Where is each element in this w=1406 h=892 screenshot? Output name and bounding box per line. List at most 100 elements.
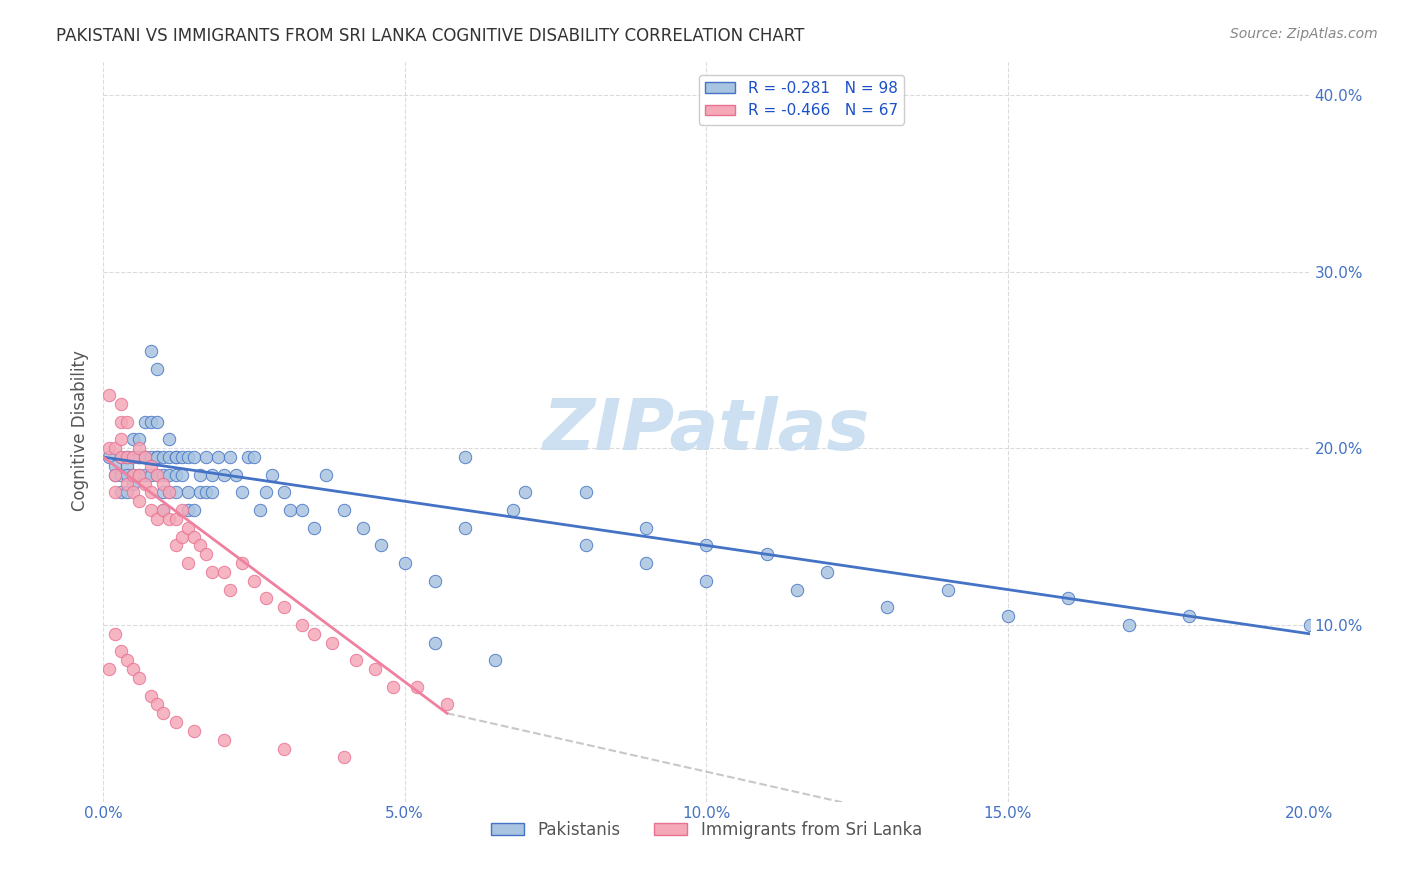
- Point: [104, 467, 127, 482]
- Point: [236, 450, 259, 464]
- Point: [117, 450, 139, 464]
- Point: [352, 521, 374, 535]
- Point: [260, 467, 283, 482]
- Text: Source: ZipAtlas.com: Source: ZipAtlas.com: [1230, 27, 1378, 41]
- Point: [815, 565, 838, 579]
- Point: [110, 450, 132, 464]
- Point: [194, 450, 217, 464]
- Point: [363, 662, 385, 676]
- Point: [146, 415, 169, 429]
- Point: [183, 503, 205, 517]
- Point: [176, 485, 198, 500]
- Point: [117, 485, 139, 500]
- Y-axis label: Cognitive Disability: Cognitive Disability: [72, 351, 89, 511]
- Point: [122, 433, 145, 447]
- Point: [128, 442, 150, 456]
- Point: [243, 574, 266, 588]
- Point: [128, 433, 150, 447]
- Point: [502, 503, 524, 517]
- Point: [1057, 591, 1080, 606]
- Point: [141, 458, 163, 473]
- Point: [176, 521, 198, 535]
- Point: [454, 521, 477, 535]
- Point: [117, 450, 139, 464]
- Point: [159, 450, 181, 464]
- Point: [146, 698, 169, 712]
- Point: [165, 450, 187, 464]
- Point: [170, 450, 193, 464]
- Point: [170, 467, 193, 482]
- Point: [104, 458, 127, 473]
- Point: [128, 450, 150, 464]
- Text: PAKISTANI VS IMMIGRANTS FROM SRI LANKA COGNITIVE DISABILITY CORRELATION CHART: PAKISTANI VS IMMIGRANTS FROM SRI LANKA C…: [56, 27, 804, 45]
- Point: [278, 503, 301, 517]
- Point: [134, 467, 156, 482]
- Point: [98, 662, 121, 676]
- Point: [381, 680, 404, 694]
- Point: [405, 680, 427, 694]
- Point: [188, 538, 211, 552]
- Point: [117, 467, 139, 482]
- Point: [936, 582, 959, 597]
- Point: [315, 467, 337, 482]
- Point: [436, 698, 458, 712]
- Point: [117, 415, 139, 429]
- Point: [201, 565, 224, 579]
- Point: [104, 442, 127, 456]
- Point: [370, 538, 392, 552]
- Point: [128, 467, 150, 482]
- Point: [207, 450, 229, 464]
- Point: [110, 415, 132, 429]
- Point: [122, 467, 145, 482]
- Point: [122, 467, 145, 482]
- Point: [243, 450, 266, 464]
- Point: [575, 538, 598, 552]
- Point: [122, 450, 145, 464]
- Point: [110, 450, 132, 464]
- Point: [183, 723, 205, 738]
- Point: [134, 476, 156, 491]
- Point: [1298, 618, 1320, 632]
- Point: [346, 653, 368, 667]
- Point: [273, 485, 295, 500]
- Point: [165, 512, 187, 526]
- Point: [291, 618, 314, 632]
- Point: [134, 415, 156, 429]
- Point: [695, 538, 717, 552]
- Point: [515, 485, 537, 500]
- Point: [110, 485, 132, 500]
- Point: [146, 450, 169, 464]
- Point: [159, 467, 181, 482]
- Point: [110, 397, 132, 411]
- Point: [159, 485, 181, 500]
- Point: [201, 467, 224, 482]
- Point: [231, 485, 253, 500]
- Point: [218, 582, 240, 597]
- Point: [194, 547, 217, 561]
- Point: [141, 344, 163, 359]
- Point: [786, 582, 808, 597]
- Point: [273, 741, 295, 756]
- Point: [575, 485, 598, 500]
- Point: [304, 521, 326, 535]
- Point: [134, 450, 156, 464]
- Point: [104, 626, 127, 640]
- Point: [104, 485, 127, 500]
- Point: [117, 653, 139, 667]
- Point: [165, 467, 187, 482]
- Point: [159, 433, 181, 447]
- Point: [1118, 618, 1140, 632]
- Point: [146, 361, 169, 376]
- Point: [249, 503, 271, 517]
- Point: [165, 715, 187, 730]
- Point: [333, 503, 356, 517]
- Point: [634, 556, 657, 570]
- Point: [128, 494, 150, 508]
- Point: [146, 450, 169, 464]
- Point: [104, 467, 127, 482]
- Point: [128, 450, 150, 464]
- Point: [254, 485, 277, 500]
- Point: [454, 450, 477, 464]
- Point: [394, 556, 416, 570]
- Point: [98, 388, 121, 402]
